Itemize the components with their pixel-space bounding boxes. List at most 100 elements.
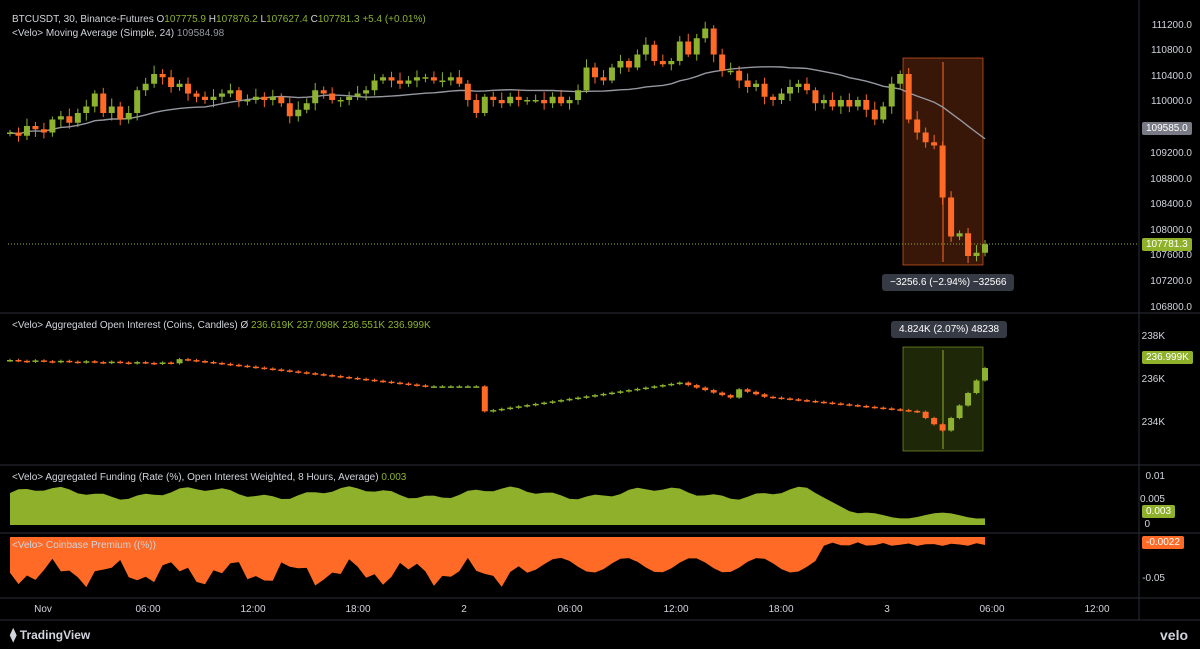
- price-candle: [193, 93, 200, 97]
- price-candle: [753, 83, 760, 87]
- price-candle: [235, 90, 242, 100]
- price-candle: [405, 80, 412, 84]
- oi-candle: [176, 359, 183, 364]
- oi-candle: [235, 364, 242, 367]
- oi-candle: [965, 393, 972, 406]
- price-candle: [558, 96, 565, 104]
- oi-v1: 236.619K: [251, 320, 294, 331]
- oi-candle: [837, 403, 844, 405]
- price-candle: [202, 96, 208, 100]
- oi-candle: [7, 360, 13, 362]
- price-candle: [108, 106, 115, 113]
- oi-candle: [608, 392, 615, 395]
- oi-candle: [405, 383, 412, 386]
- moving-average-line: [9, 66, 986, 140]
- price-candle: [914, 119, 921, 133]
- velo-watermark: velo: [1160, 627, 1189, 643]
- price-measure-label: −3256.6 (−2.94%) −32566: [882, 274, 1015, 291]
- oi-candle: [532, 403, 539, 406]
- tradingview-logo[interactable]: ⧫ TradingView: [10, 627, 90, 643]
- oi-candle: [583, 396, 590, 398]
- price-candle: [846, 100, 853, 107]
- oi-candle: [413, 384, 420, 386]
- oi-candle: [142, 362, 149, 364]
- oi-candle: [227, 363, 234, 366]
- oi-v3: 236.551K: [342, 320, 386, 331]
- price-candle: [329, 93, 336, 100]
- price-candle: [456, 77, 463, 84]
- price-candle: [948, 197, 955, 237]
- price-candle: [354, 93, 361, 97]
- price-tick: 109200.0: [1150, 148, 1192, 159]
- price-tick: 107600.0: [1150, 250, 1192, 261]
- oi-candle: [159, 362, 166, 364]
- price-candle: [820, 100, 827, 104]
- oi-candle: [269, 368, 276, 371]
- price-candle: [702, 28, 709, 39]
- open-value: 107775.9: [164, 14, 206, 25]
- high-value: 107876.2: [216, 14, 258, 25]
- price-candle: [685, 41, 692, 55]
- oi-candle: [371, 379, 378, 382]
- oi-candle: [83, 361, 90, 363]
- oi-candle: [634, 388, 641, 391]
- ma-value: 109584.98: [176, 28, 225, 39]
- oi-candle: [439, 386, 446, 388]
- oi-candle: [761, 394, 768, 397]
- oi-candle: [693, 385, 700, 388]
- oi-candle: [541, 402, 548, 405]
- price-candle: [659, 61, 666, 65]
- premium-legend[interactable]: <Velo> Coinbase Premium ((%)): [12, 539, 156, 552]
- price-candle: [269, 96, 276, 100]
- symbol-legend: BTCUSDT, 30, Binance-Futures O107775.9 H…: [12, 13, 426, 26]
- premium-tick: -0.05: [1142, 573, 1165, 584]
- oi-candle: [278, 369, 285, 371]
- price-candle: [57, 116, 64, 120]
- price-candle: [676, 41, 683, 61]
- price-candle: [481, 96, 488, 113]
- price-candle: [473, 100, 480, 113]
- oi-candle: [719, 392, 726, 396]
- price-candle: [49, 119, 56, 133]
- oi-candle: [303, 372, 310, 374]
- price-candle: [388, 77, 395, 81]
- oi-candle: [982, 368, 988, 381]
- price-candle: [15, 132, 22, 136]
- oi-candle: [210, 361, 217, 364]
- oi-candle: [456, 386, 463, 388]
- price-candle: [346, 96, 353, 100]
- price-candle: [312, 90, 319, 104]
- oi-candle: [193, 360, 200, 362]
- price-candle: [295, 109, 302, 117]
- oi-candle: [74, 361, 81, 364]
- oi-candle: [134, 362, 141, 364]
- price-candle: [337, 100, 344, 102]
- high-label: H: [208, 14, 217, 25]
- price-candle: [608, 67, 615, 81]
- premium-value-tag: -0.0022: [1142, 536, 1184, 549]
- oi-candle: [736, 389, 743, 398]
- oi-legend[interactable]: <Velo> Aggregated Open Interest (Coins, …: [12, 319, 431, 332]
- oi-candle: [600, 393, 607, 396]
- oi-candle: [447, 386, 454, 388]
- oi-candle: [117, 361, 124, 364]
- oi-candle: [295, 371, 302, 373]
- oi-candle: [397, 382, 403, 385]
- funding-legend[interactable]: <Velo> Aggregated Funding (Rate (%), Ope…: [12, 471, 406, 484]
- price-candle: [40, 129, 47, 133]
- oi-candle: [803, 400, 810, 402]
- time-tick: 12:00: [663, 604, 689, 615]
- ma-legend[interactable]: <Velo> Moving Average (Simple, 24) 10958…: [12, 27, 224, 40]
- price-candle: [617, 61, 624, 68]
- oi-candle: [490, 410, 497, 412]
- oi-candle: [956, 405, 963, 419]
- price-candle: [600, 77, 607, 81]
- ma-price-tag: 109585.0: [1142, 122, 1192, 135]
- price-candle: [719, 54, 726, 71]
- oi-candle: [558, 400, 565, 402]
- oi-candle: [515, 406, 522, 408]
- price-candle: [973, 252, 980, 256]
- oi-candle: [481, 386, 488, 412]
- price-candle: [320, 90, 327, 94]
